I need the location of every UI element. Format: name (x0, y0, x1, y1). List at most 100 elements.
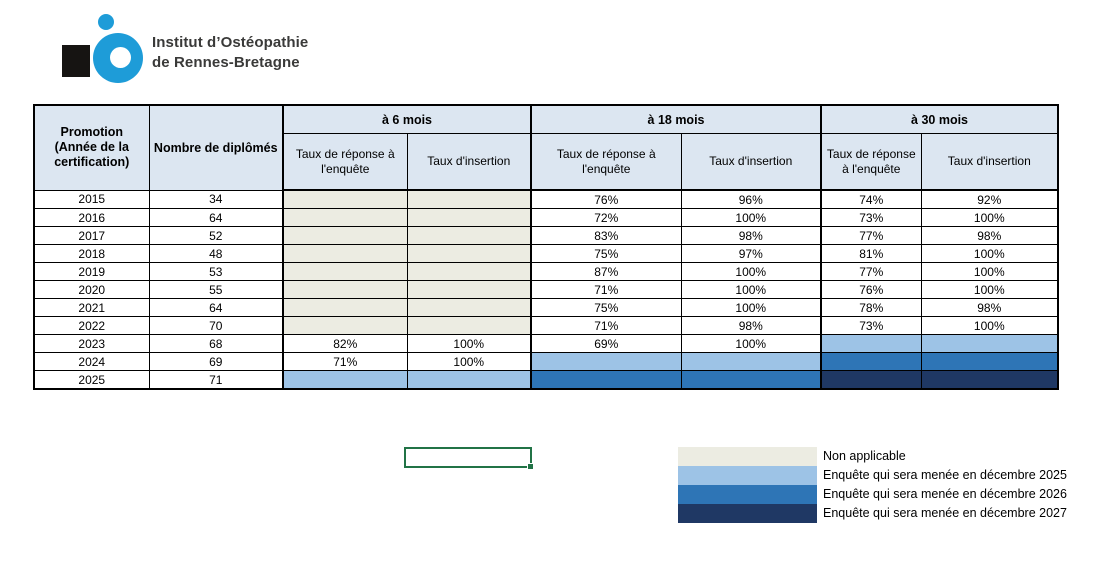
rate-cell[interactable]: 98% (680, 316, 823, 335)
rate-cell[interactable] (282, 262, 408, 281)
selected-cell-outline[interactable] (404, 447, 534, 470)
rate-cell[interactable]: 100% (680, 334, 823, 353)
legend-swatch-non_applicable[interactable] (678, 447, 817, 466)
rate-cell[interactable] (406, 226, 532, 245)
year-cell[interactable]: 2024 (33, 352, 150, 371)
rate-cell[interactable] (282, 370, 408, 390)
subheader-insertion-30m[interactable]: Taux d'insertion (920, 133, 1059, 191)
rate-cell[interactable]: 100% (920, 208, 1059, 227)
rate-cell[interactable]: 98% (920, 298, 1059, 317)
rate-cell[interactable]: 74% (820, 189, 922, 209)
rate-cell[interactable] (406, 208, 532, 227)
year-cell[interactable]: 2021 (33, 298, 150, 317)
year-cell[interactable]: 2025 (33, 370, 150, 390)
header-diplomes[interactable]: Nombre de diplômés (148, 104, 284, 191)
rate-cell[interactable]: 98% (680, 226, 823, 245)
rate-cell[interactable] (406, 280, 532, 299)
rate-cell[interactable]: 71% (530, 316, 682, 335)
rate-cell[interactable] (680, 370, 823, 390)
legend-swatch-dec2027[interactable] (678, 504, 817, 523)
header-group-30-mois[interactable]: à 30 mois (820, 104, 1059, 134)
diplomes-cell[interactable]: 71 (148, 370, 284, 390)
legend-label[interactable]: Enquête qui sera menée en décembre 2025 (823, 468, 1067, 482)
diplomes-cell[interactable]: 34 (148, 189, 284, 209)
rate-cell[interactable]: 100% (680, 298, 823, 317)
rate-cell[interactable]: 77% (820, 262, 922, 281)
year-cell[interactable]: 2019 (33, 262, 150, 281)
rate-cell[interactable]: 82% (282, 334, 408, 353)
rate-cell[interactable] (530, 352, 682, 371)
rate-cell[interactable]: 81% (820, 244, 922, 263)
rate-cell[interactable] (530, 370, 682, 390)
rate-cell[interactable]: 69% (530, 334, 682, 353)
rate-cell[interactable]: 83% (530, 226, 682, 245)
year-cell[interactable]: 2020 (33, 280, 150, 299)
diplomes-cell[interactable]: 53 (148, 262, 284, 281)
subheader-insertion-6m[interactable]: Taux d'insertion (406, 133, 532, 191)
rate-cell[interactable]: 92% (920, 189, 1059, 209)
rate-cell[interactable]: 72% (530, 208, 682, 227)
rate-cell[interactable]: 100% (920, 280, 1059, 299)
subheader-reponse-30m[interactable]: Taux de réponse à l'enquête (820, 133, 922, 191)
rate-cell[interactable]: 100% (920, 262, 1059, 281)
rate-cell[interactable] (406, 370, 532, 390)
rate-cell[interactable]: 87% (530, 262, 682, 281)
selection-fill-handle[interactable] (527, 463, 534, 470)
rate-cell[interactable]: 77% (820, 226, 922, 245)
rate-cell[interactable]: 100% (680, 280, 823, 299)
rate-cell[interactable]: 76% (530, 189, 682, 209)
subheader-reponse-18m[interactable]: Taux de réponse à l'enquête (530, 133, 682, 191)
rate-cell[interactable]: 100% (680, 262, 823, 281)
year-cell[interactable]: 2023 (33, 334, 150, 353)
rate-cell[interactable] (406, 244, 532, 263)
rate-cell[interactable] (282, 189, 408, 209)
legend-label[interactable]: Enquête qui sera menée en décembre 2026 (823, 487, 1067, 501)
diplomes-cell[interactable]: 70 (148, 316, 284, 335)
rate-cell[interactable]: 73% (820, 316, 922, 335)
legend-swatch-dec2025[interactable] (678, 466, 817, 485)
rate-cell[interactable] (282, 316, 408, 335)
rate-cell[interactable]: 100% (406, 334, 532, 353)
rate-cell[interactable] (920, 352, 1059, 371)
header-group-18-mois[interactable]: à 18 mois (530, 104, 823, 134)
rate-cell[interactable] (406, 262, 532, 281)
year-cell[interactable]: 2015 (33, 189, 150, 209)
rate-cell[interactable]: 71% (282, 352, 408, 371)
rate-cell[interactable] (282, 208, 408, 227)
header-promotion[interactable]: Promotion (Année de la certification) (33, 104, 150, 191)
rate-cell[interactable] (680, 352, 823, 371)
rate-cell[interactable]: 100% (920, 244, 1059, 263)
rate-cell[interactable]: 75% (530, 244, 682, 263)
diplomes-cell[interactable]: 68 (148, 334, 284, 353)
rate-cell[interactable]: 73% (820, 208, 922, 227)
rate-cell[interactable] (282, 280, 408, 299)
year-cell[interactable]: 2022 (33, 316, 150, 335)
rate-cell[interactable] (406, 298, 532, 317)
header-group-6-mois[interactable]: à 6 mois (282, 104, 532, 134)
rate-cell[interactable] (406, 189, 532, 209)
rate-cell[interactable] (282, 244, 408, 263)
rate-cell[interactable] (406, 316, 532, 335)
diplomes-cell[interactable]: 64 (148, 208, 284, 227)
rate-cell[interactable]: 75% (530, 298, 682, 317)
subheader-insertion-18m[interactable]: Taux d'insertion (680, 133, 823, 191)
year-cell[interactable]: 2017 (33, 226, 150, 245)
rate-cell[interactable] (920, 370, 1059, 390)
diplomes-cell[interactable]: 52 (148, 226, 284, 245)
rate-cell[interactable]: 98% (920, 226, 1059, 245)
rate-cell[interactable] (282, 298, 408, 317)
legend-label[interactable]: Enquête qui sera menée en décembre 2027 (823, 506, 1067, 520)
rate-cell[interactable] (282, 226, 408, 245)
diplomes-cell[interactable]: 69 (148, 352, 284, 371)
rate-cell[interactable] (920, 334, 1059, 353)
rate-cell[interactable]: 96% (680, 189, 823, 209)
rate-cell[interactable]: 100% (680, 208, 823, 227)
rate-cell[interactable]: 76% (820, 280, 922, 299)
rate-cell[interactable]: 97% (680, 244, 823, 263)
diplomes-cell[interactable]: 48 (148, 244, 284, 263)
rate-cell[interactable]: 100% (406, 352, 532, 371)
rate-cell[interactable] (820, 352, 922, 371)
subheader-reponse-6m[interactable]: Taux de réponse à l'enquête (282, 133, 408, 191)
legend-label[interactable]: Non applicable (823, 449, 906, 463)
legend-swatch-dec2026[interactable] (678, 485, 817, 504)
